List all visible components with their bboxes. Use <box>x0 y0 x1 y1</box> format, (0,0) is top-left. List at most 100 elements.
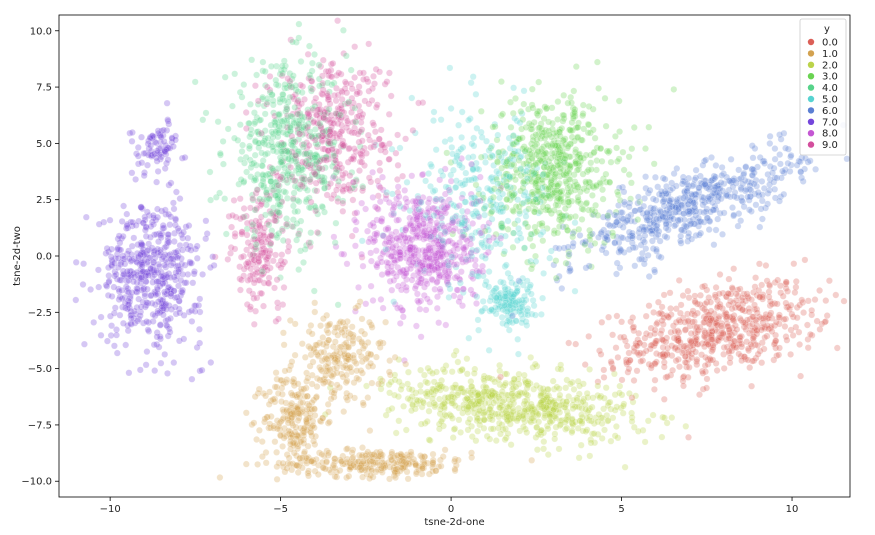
point-1.0 <box>368 379 376 387</box>
point-3.0 <box>572 63 580 71</box>
point-6.0 <box>651 227 659 234</box>
point-4.0 <box>347 66 355 74</box>
point-6.0 <box>703 214 711 222</box>
point-3.0 <box>584 247 592 255</box>
point-9.0 <box>333 160 341 168</box>
point-4.0 <box>284 113 292 121</box>
point-1.0 <box>305 467 313 475</box>
point-0.0 <box>681 352 689 360</box>
point-0.0 <box>650 342 658 350</box>
point-0.0 <box>761 334 769 341</box>
point-8.0 <box>433 195 441 203</box>
point-7.0 <box>169 199 177 207</box>
point-0.0 <box>663 350 671 358</box>
point-3.0 <box>572 146 580 154</box>
point-1.0 <box>309 456 317 464</box>
point-7.0 <box>143 348 151 356</box>
point-3.0 <box>642 145 649 153</box>
point-3.0 <box>519 184 527 192</box>
point-1.0 <box>346 392 354 400</box>
point-1.0 <box>325 466 333 474</box>
point-2.0 <box>388 405 396 412</box>
point-1.0 <box>382 318 390 326</box>
point-4.0 <box>253 71 261 79</box>
point-7.0 <box>177 287 185 295</box>
point-1.0 <box>314 471 322 478</box>
point-1.0 <box>255 426 263 434</box>
point-2.0 <box>507 441 515 449</box>
point-6.0 <box>603 235 611 243</box>
point-9.0 <box>277 257 285 265</box>
point-3.0 <box>612 208 620 216</box>
point-0.0 <box>768 328 776 335</box>
point-4.0 <box>214 118 222 126</box>
point-6.0 <box>766 140 774 147</box>
point-1.0 <box>390 459 398 467</box>
point-6.0 <box>564 243 572 251</box>
point-4.0 <box>261 211 269 219</box>
point-4.0 <box>301 121 309 129</box>
point-1.0 <box>291 351 299 359</box>
point-8.0 <box>418 171 426 179</box>
point-0.0 <box>607 358 615 366</box>
point-7.0 <box>115 287 123 295</box>
point-6.0 <box>730 193 738 200</box>
point-3.0 <box>628 145 636 153</box>
point-9.0 <box>325 95 333 103</box>
point-3.0 <box>599 186 606 194</box>
point-9.0 <box>334 198 342 205</box>
point-1.0 <box>293 462 301 470</box>
point-3.0 <box>527 230 535 238</box>
point-4.0 <box>258 149 266 157</box>
point-7.0 <box>120 255 127 263</box>
point-8.0 <box>373 229 381 237</box>
point-9.0 <box>265 218 273 226</box>
point-5.0 <box>497 278 505 286</box>
point-6.0 <box>705 226 713 234</box>
point-9.0 <box>305 112 313 120</box>
point-4.0 <box>298 89 306 96</box>
point-4.0 <box>272 116 280 124</box>
point-3.0 <box>539 237 547 245</box>
point-1.0 <box>308 457 316 465</box>
point-2.0 <box>480 424 488 432</box>
point-9.0 <box>371 80 378 88</box>
point-1.0 <box>372 353 380 361</box>
point-1.0 <box>451 455 459 463</box>
point-6.0 <box>771 145 779 153</box>
point-3.0 <box>565 175 573 183</box>
point-2.0 <box>424 364 432 372</box>
point-2.0 <box>404 395 412 403</box>
point-2.0 <box>486 374 494 382</box>
point-4.0 <box>275 127 283 135</box>
point-2.0 <box>440 422 447 430</box>
point-7.0 <box>180 311 188 319</box>
point-1.0 <box>331 328 339 336</box>
point-9.0 <box>232 213 240 221</box>
point-9.0 <box>376 184 384 192</box>
point-5.0 <box>501 247 509 255</box>
point-6.0 <box>729 183 737 191</box>
point-8.0 <box>351 216 358 224</box>
point-0.0 <box>668 352 676 360</box>
point-2.0 <box>563 413 571 421</box>
point-3.0 <box>529 144 537 152</box>
point-9.0 <box>260 279 268 287</box>
point-5.0 <box>520 87 528 95</box>
point-0.0 <box>760 345 768 353</box>
point-0.0 <box>675 316 683 324</box>
point-2.0 <box>397 385 405 393</box>
point-6.0 <box>719 230 726 238</box>
point-0.0 <box>716 271 724 278</box>
point-6.0 <box>704 214 712 222</box>
point-5.0 <box>464 223 472 231</box>
point-2.0 <box>404 368 412 376</box>
point-0.0 <box>624 368 632 376</box>
point-6.0 <box>748 166 756 173</box>
point-7.0 <box>143 318 151 326</box>
point-9.0 <box>370 72 377 80</box>
point-0.0 <box>663 373 671 381</box>
point-8.0 <box>426 244 434 252</box>
point-6.0 <box>777 193 785 201</box>
point-7.0 <box>184 234 192 242</box>
